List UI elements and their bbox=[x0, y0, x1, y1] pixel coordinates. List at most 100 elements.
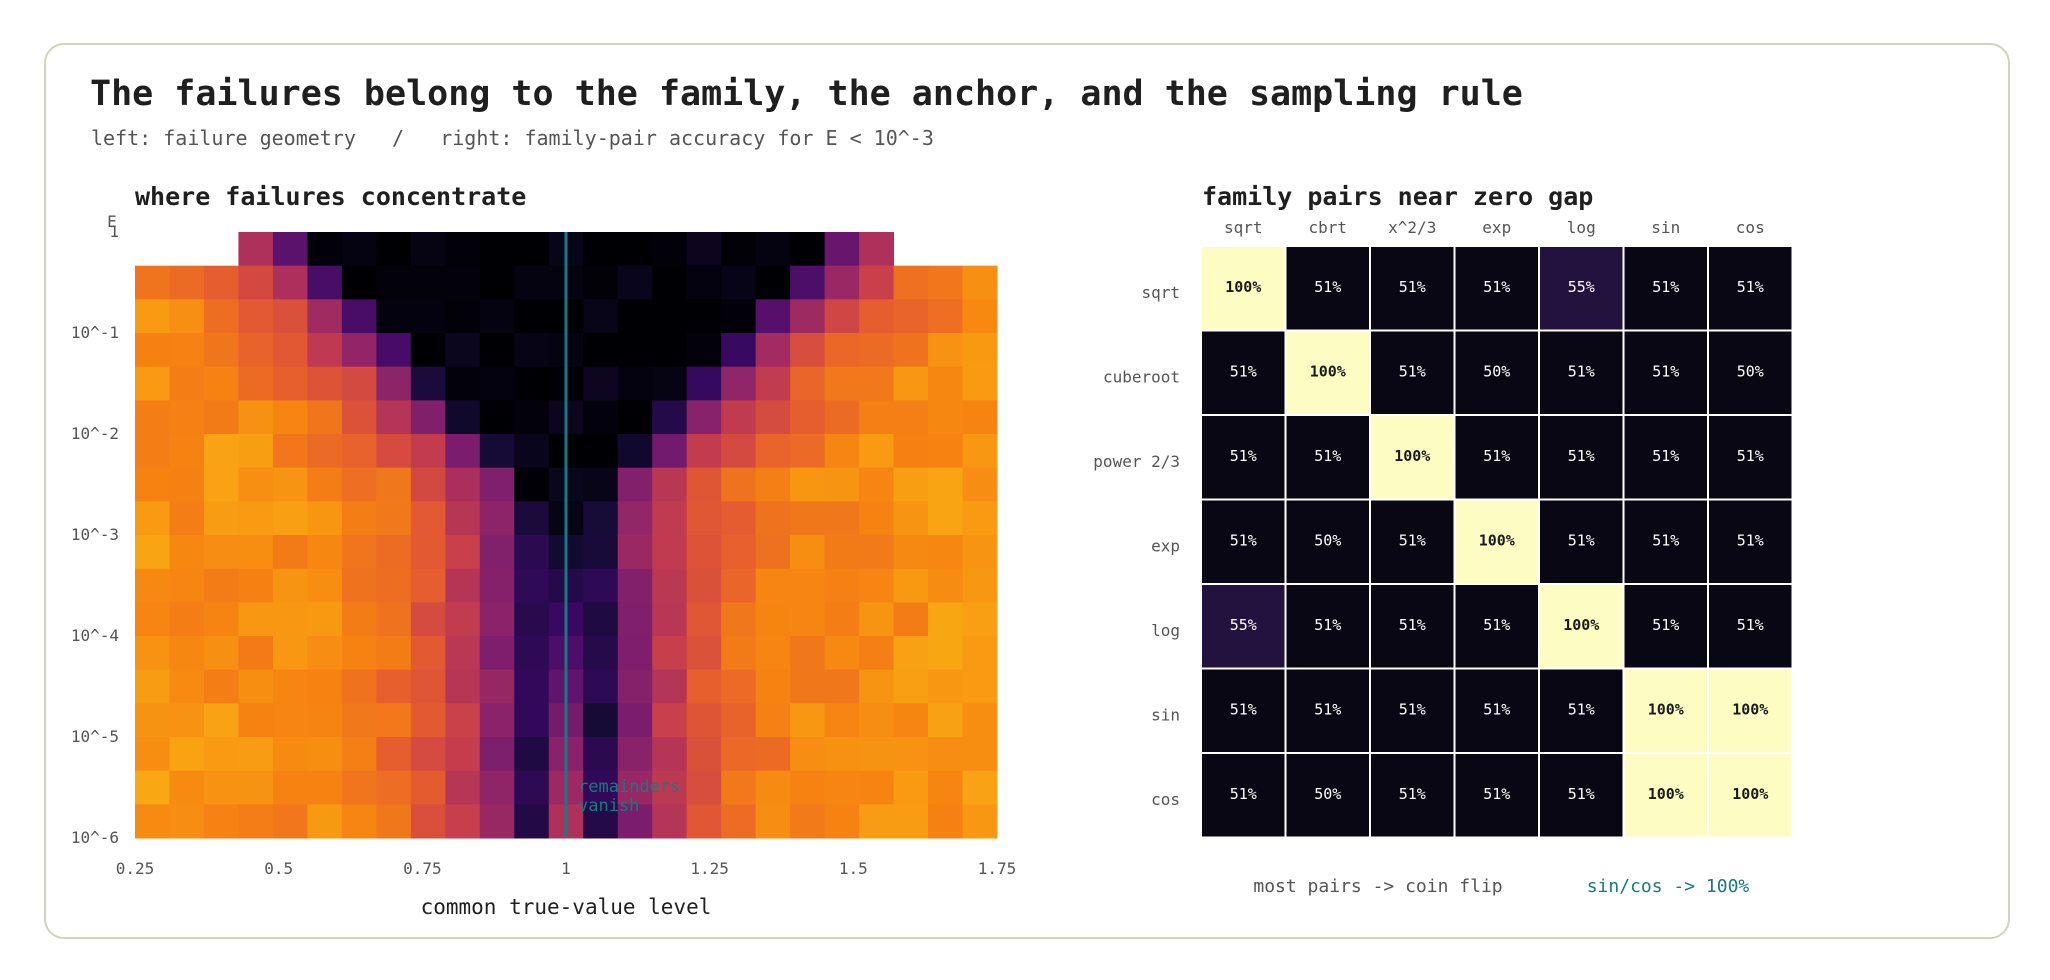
heatmap-cell bbox=[376, 333, 412, 368]
heatmap-cell bbox=[790, 568, 826, 603]
heatmap-cell bbox=[652, 804, 688, 839]
matrix-cell-label: 51% bbox=[1399, 532, 1426, 550]
heatmap-cell bbox=[686, 636, 722, 671]
heatmap-cell bbox=[686, 602, 722, 637]
heatmap-cell bbox=[341, 467, 377, 502]
heatmap-cell bbox=[376, 265, 412, 300]
matrix-cell bbox=[1709, 247, 1792, 330]
heatmap-cell bbox=[859, 636, 895, 671]
heatmap-cell bbox=[514, 501, 550, 536]
heatmap-cell bbox=[272, 804, 308, 839]
heatmap-cell bbox=[203, 366, 239, 401]
heatmap-cell bbox=[135, 737, 170, 772]
matrix-cell bbox=[1202, 669, 1285, 752]
heatmap-cell bbox=[445, 467, 481, 502]
heatmap-cell bbox=[307, 366, 343, 401]
heatmap-cell bbox=[686, 434, 722, 469]
x-tick-label: 1.5 bbox=[839, 859, 868, 878]
heatmap-cell bbox=[238, 804, 274, 839]
heatmap-cell bbox=[272, 737, 308, 772]
y-tick-label: 1 bbox=[109, 222, 119, 241]
heatmap-cell bbox=[893, 299, 929, 334]
heatmap-cell bbox=[203, 467, 239, 502]
heatmap-cell bbox=[721, 434, 757, 469]
heatmap-cell bbox=[445, 434, 481, 469]
matrix-cell-label: 51% bbox=[1399, 701, 1426, 719]
heatmap-cell bbox=[203, 265, 239, 300]
y-tick-label: 10^-3 bbox=[71, 525, 119, 544]
matrix-cell bbox=[1624, 416, 1707, 499]
heatmap-cell bbox=[652, 535, 688, 570]
heatmap-cell bbox=[410, 770, 446, 805]
heatmap-cell bbox=[307, 333, 343, 368]
matrix-cell bbox=[1371, 669, 1454, 752]
matrix-cell bbox=[1540, 331, 1623, 414]
matrix-cell bbox=[1624, 754, 1707, 837]
heatmap-cell bbox=[479, 299, 515, 334]
annotation-line2: vanish bbox=[578, 796, 639, 816]
heatmap-cell bbox=[962, 770, 998, 805]
heatmap-cell bbox=[824, 535, 860, 570]
heatmap-cell bbox=[962, 568, 998, 603]
matrix-cell bbox=[1540, 500, 1623, 583]
matrix-cell bbox=[1286, 754, 1369, 837]
heatmap-cell bbox=[376, 737, 412, 772]
heatmap-cell bbox=[824, 434, 860, 469]
heatmap-cell bbox=[376, 636, 412, 671]
heatmap-cell bbox=[307, 602, 343, 637]
heatmap-cell bbox=[514, 669, 550, 704]
heatmap-cell bbox=[962, 366, 998, 401]
heatmap-cell bbox=[652, 602, 688, 637]
heatmap-cell bbox=[928, 602, 964, 637]
heatmap-cell bbox=[341, 400, 377, 435]
heatmap-cell bbox=[583, 333, 619, 368]
heatmap-cell bbox=[341, 568, 377, 603]
heatmap-cell bbox=[272, 770, 308, 805]
y-tick-label: 10^-1 bbox=[71, 323, 119, 342]
heatmap-cell bbox=[721, 467, 757, 502]
heatmap-cell bbox=[928, 299, 964, 334]
heatmap-cell bbox=[410, 636, 446, 671]
heatmap-cell bbox=[272, 602, 308, 637]
heatmap-cell bbox=[755, 535, 791, 570]
matrix-cell bbox=[1202, 585, 1285, 668]
x-tick-label: 0.25 bbox=[116, 859, 155, 878]
heatmap-cell bbox=[445, 737, 481, 772]
heatmap-cell bbox=[514, 804, 550, 839]
heatmap-cell bbox=[479, 232, 515, 267]
heatmap-cell bbox=[514, 299, 550, 334]
heatmap-cell bbox=[203, 400, 239, 435]
matrix-cell-label: 51% bbox=[1652, 616, 1679, 634]
heatmap-cell bbox=[790, 232, 826, 267]
matrix-cell-label: 51% bbox=[1737, 278, 1764, 296]
heatmap-cell bbox=[652, 299, 688, 334]
heatmap-cell bbox=[893, 770, 929, 805]
matrix-cell bbox=[1709, 669, 1792, 752]
heatmap-cell bbox=[341, 804, 377, 839]
y-axis-ticks: 1 10^-1 10^-2 10^-3 10^-4 10^-5 10^-6 bbox=[71, 222, 119, 847]
heatmap-cell bbox=[721, 804, 757, 839]
matrix-cell-label: 51% bbox=[1314, 616, 1341, 634]
matrix-cell bbox=[1709, 416, 1792, 499]
matrix-cell-label: 50% bbox=[1314, 785, 1341, 803]
heatmap-cell bbox=[755, 232, 791, 267]
heatmap-cell bbox=[514, 568, 550, 603]
heatmap-cell bbox=[790, 669, 826, 704]
matrix-cell bbox=[1624, 585, 1707, 668]
heatmap-cell bbox=[859, 737, 895, 772]
heatmap-cell bbox=[962, 265, 998, 300]
heatmap-cell bbox=[583, 602, 619, 637]
heatmap-cell bbox=[479, 602, 515, 637]
heatmap-cell bbox=[652, 669, 688, 704]
heatmap-cell bbox=[583, 265, 619, 300]
x-tick-label: 1 bbox=[561, 859, 571, 878]
heatmap-cell bbox=[686, 535, 722, 570]
note-left: most pairs -> coin flip bbox=[1253, 876, 1502, 897]
heatmap-cell bbox=[721, 366, 757, 401]
matrix-cell-label: 50% bbox=[1737, 363, 1764, 381]
heatmap-cell bbox=[893, 636, 929, 671]
heatmap-cell bbox=[445, 568, 481, 603]
heatmap-cell bbox=[755, 434, 791, 469]
heatmap-cell bbox=[583, 535, 619, 570]
